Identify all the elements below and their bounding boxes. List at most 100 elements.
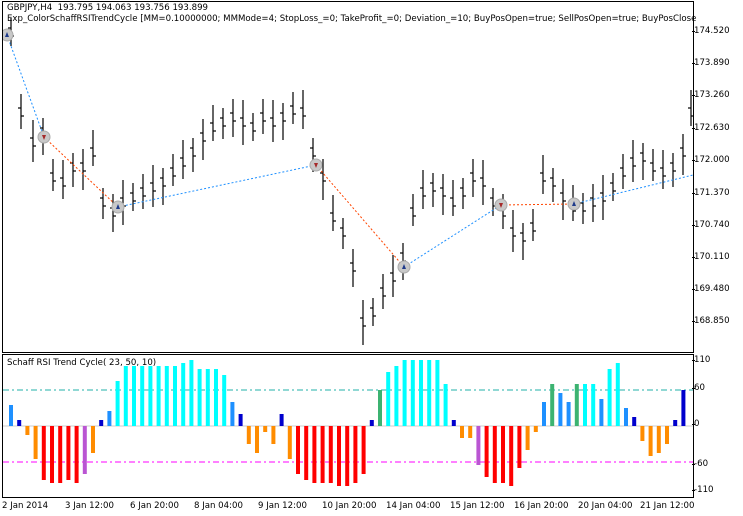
time-label: 8 Jan 04:00: [194, 501, 243, 511]
histogram-bar: [468, 426, 473, 438]
histogram-bar: [648, 426, 653, 456]
price-tick: 173.890: [692, 58, 730, 68]
price-tick: 173.260: [692, 90, 730, 100]
ohlc-bar: [30, 120, 36, 162]
ohlc-bar: [160, 168, 166, 205]
ohlc-bar: [270, 100, 276, 142]
ohlc-bar: [330, 195, 336, 231]
histogram-bar: [304, 426, 309, 480]
histogram-bar: [189, 360, 194, 426]
histogram-bar: [435, 360, 440, 426]
histogram-bar: [665, 426, 669, 444]
histogram-bar: [566, 402, 571, 426]
ohlc-bar: [610, 173, 616, 201]
price-tick: 172.630: [692, 123, 730, 133]
histogram-bar: [164, 366, 169, 426]
ohlc-bar: [50, 159, 56, 191]
ohlc-bar: [440, 174, 446, 215]
histogram-bar: [148, 366, 153, 426]
ohlc-bar: [130, 183, 136, 211]
ohlc-bar: [580, 193, 586, 224]
ohlc-bar: [510, 210, 516, 252]
histogram-bar: [460, 426, 464, 438]
ohlc-bar: [430, 173, 436, 207]
histogram-bar: [123, 366, 128, 426]
histogram-bar: [476, 426, 481, 465]
histogram-bar: [624, 408, 628, 426]
histogram-bar: [517, 426, 522, 468]
histogram-bar: [574, 384, 579, 426]
price-tick: 170.740: [692, 220, 730, 230]
time-label: 16 Jan 20:00: [514, 501, 569, 511]
histogram-bar: [410, 360, 415, 426]
sell-trade-line: [500, 203, 575, 206]
buy-trade-line: [117, 164, 317, 208]
time-label: 20 Jan 04:00: [578, 501, 633, 511]
histogram-bar: [501, 426, 505, 483]
level-tick: 110: [691, 355, 711, 365]
histogram-bar: [255, 426, 259, 453]
histogram-bar: [583, 384, 587, 426]
ohlc-bar: [560, 179, 566, 220]
ohlc-bar: [620, 154, 626, 189]
ohlc-bar: [60, 160, 66, 199]
histogram-bar: [140, 366, 145, 426]
ohlc-bar: [370, 298, 376, 326]
ohlc-bar: [230, 99, 236, 137]
histogram-bar: [214, 369, 218, 426]
histogram-bar: [681, 390, 686, 426]
ohlc-bar: [530, 209, 536, 241]
time-label: 2 Jan 2014: [2, 501, 49, 511]
ohlc-bar: [680, 134, 686, 175]
sell-trade-line: [43, 136, 119, 208]
histogram-bar: [443, 384, 448, 426]
ohlc-bar: [480, 160, 486, 205]
buy-trade-line: [403, 204, 502, 268]
histogram-bar: [394, 366, 399, 426]
histogram-bar: [17, 420, 22, 426]
histogram-bar: [451, 420, 456, 426]
indicator-pane[interactable]: Schaff RSI Trend Cycle( 23, 50, 10): [2, 354, 694, 498]
ohlc-bar: [600, 175, 606, 220]
symbol-timeframe: GBPJPY,H4: [7, 3, 53, 13]
buy-marker: [567, 197, 581, 211]
ohlc-bar: [540, 155, 546, 194]
price-chart-pane[interactable]: GBPJPY,H4 193.795 194.063 193.756 193.89…: [2, 1, 697, 353]
histogram-bar: [640, 426, 645, 441]
ohlc-bar: [290, 92, 296, 124]
price-tick: 168.850: [692, 316, 730, 326]
time-label: 6 Jan 20:00: [130, 501, 179, 511]
level-tick: -60: [691, 459, 709, 469]
expert-advisor-label: Exp_ColorSchaffRSITrendCycle [MM=0.10000…: [7, 14, 697, 24]
histogram-bar: [205, 369, 210, 426]
histogram-bar: [615, 363, 620, 426]
ohlc-bar: [80, 149, 86, 190]
ohlc-bar: [190, 138, 196, 172]
histogram-bar: [484, 426, 489, 477]
histogram-bar: [50, 426, 54, 483]
ohlc-bar: [320, 159, 326, 200]
histogram-bar: [542, 402, 546, 426]
ohlc-bar: [280, 103, 286, 140]
ohlc-bar: [470, 159, 476, 197]
price-tick: 171.370: [692, 188, 730, 198]
ohlc-bar: [640, 143, 646, 180]
histogram-bar: [263, 426, 268, 432]
ohlc-bar: [360, 300, 366, 345]
histogram-bar: [550, 384, 555, 426]
time-label: 15 Jan 12:00: [450, 501, 505, 511]
histogram-bar: [66, 426, 71, 480]
histogram-bar: [230, 402, 235, 426]
price-tick: 169.480: [692, 284, 730, 294]
ohlc-bar: [200, 119, 206, 160]
ohlc-bar: [180, 140, 186, 179]
histogram-bar: [369, 420, 374, 426]
indicator-title: Schaff RSI Trend Cycle( 23, 50, 10): [7, 358, 157, 368]
ohlc-bar: [450, 180, 456, 216]
histogram-bar: [337, 426, 341, 486]
histogram-bar: [427, 360, 432, 426]
histogram-bar: [271, 426, 276, 444]
sell-marker: [494, 198, 508, 212]
histogram-bar: [279, 414, 284, 426]
ohlc-bar: [520, 223, 526, 260]
